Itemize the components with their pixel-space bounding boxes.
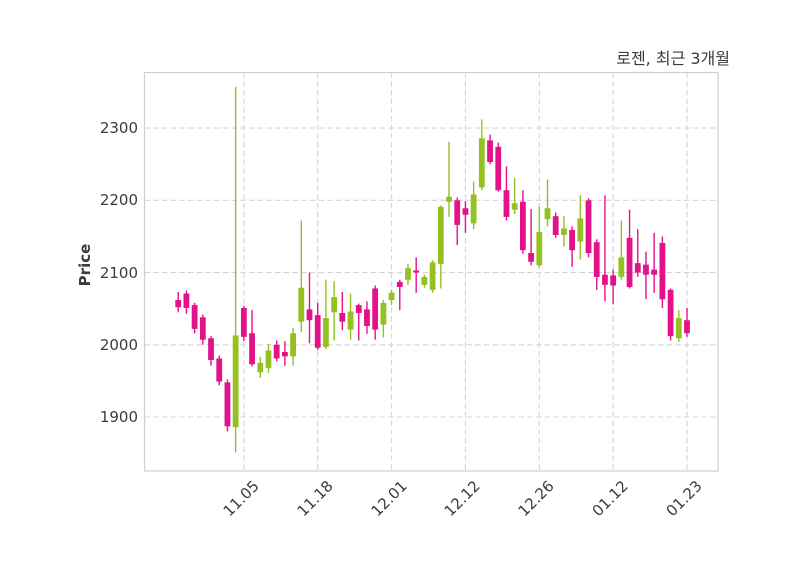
y-tick-label: 2000 xyxy=(99,335,138,354)
candle-body-up xyxy=(405,268,411,280)
candle-body-down xyxy=(199,317,206,340)
candle-body-up xyxy=(561,228,567,235)
candle-body-down xyxy=(249,333,255,365)
candle-body-down xyxy=(216,358,223,382)
candle-body-down xyxy=(659,242,666,300)
candle-body-up xyxy=(331,297,338,313)
candle-body-down xyxy=(503,190,510,217)
candle-body-up xyxy=(437,206,444,264)
candle-body-up xyxy=(618,257,625,277)
candle-body-down xyxy=(610,275,617,286)
candle-body-up xyxy=(536,232,543,266)
candle-body-up xyxy=(290,333,296,357)
candle-body-up xyxy=(511,203,518,210)
candle-body-up xyxy=(388,292,395,300)
y-tick-label: 2100 xyxy=(99,263,138,282)
candle-body-down xyxy=(175,299,182,308)
candle-body-down xyxy=(495,146,502,191)
candle-body-down xyxy=(552,216,559,235)
y-tick-label: 2300 xyxy=(99,119,138,138)
candle-body-down xyxy=(183,293,190,308)
candle-body-down xyxy=(593,242,600,277)
candle-body-down xyxy=(569,229,576,251)
candle-body-down xyxy=(396,281,403,287)
candle-body-up xyxy=(675,318,682,339)
candle-body-down xyxy=(643,264,649,275)
candle-body-down xyxy=(240,307,247,337)
candle-body-down xyxy=(314,315,321,348)
candle-body-up xyxy=(232,335,239,428)
candle-body-up xyxy=(544,208,551,220)
candle-body-down xyxy=(651,269,658,275)
candle-body-down xyxy=(585,200,592,254)
candle-body-down xyxy=(339,312,346,322)
plot-border xyxy=(143,71,719,472)
candle-body-down xyxy=(355,305,362,313)
candle-body-up xyxy=(429,262,436,290)
candle-body-down xyxy=(626,237,633,287)
candle-body-down xyxy=(667,289,674,337)
candle-body-up xyxy=(446,196,452,202)
candle-body-up xyxy=(470,194,477,224)
candle-body-down xyxy=(281,351,288,357)
candle-body-down xyxy=(191,305,198,329)
candle-body-down xyxy=(306,309,313,321)
candle-body-up xyxy=(265,350,272,368)
candle-body-down xyxy=(684,320,690,334)
candle-body-down xyxy=(413,270,420,273)
candle-body-down xyxy=(462,208,469,215)
candle-body-up xyxy=(257,362,264,373)
candle-body-down xyxy=(454,200,461,225)
chart-title: 로젠, 최근 3개월 xyxy=(616,49,730,68)
candle-body-up xyxy=(478,138,485,188)
candle-body-down xyxy=(273,344,280,359)
candle-body-down xyxy=(519,201,526,251)
y-tick-label: 1900 xyxy=(99,408,138,426)
candle-body-down xyxy=(634,263,641,273)
candle-body-up xyxy=(323,318,329,347)
candle-body-down xyxy=(602,274,608,285)
candle-body-up xyxy=(421,276,428,285)
candle-body-down xyxy=(224,382,231,427)
candle-body-up xyxy=(298,287,305,322)
candle-body-up xyxy=(347,311,354,330)
candle-body-up xyxy=(577,218,584,242)
candle-body-up xyxy=(380,302,387,325)
candle-body-down xyxy=(364,309,370,326)
y-tick-label: 2200 xyxy=(99,191,138,210)
candle-body-down xyxy=(208,338,214,360)
candle-body-down xyxy=(372,288,379,330)
candle-body-down xyxy=(528,253,534,262)
candle-body-down xyxy=(487,140,493,163)
